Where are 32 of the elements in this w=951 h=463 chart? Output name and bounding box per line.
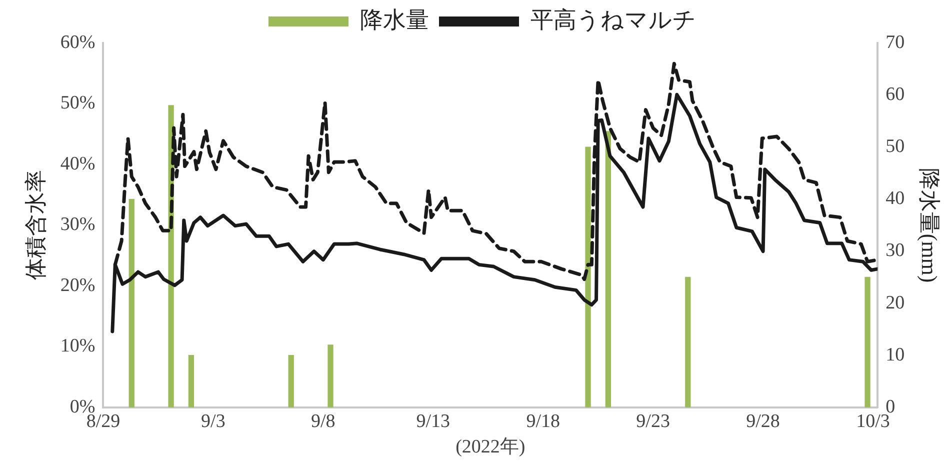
bar xyxy=(328,344,334,408)
y2-tick-label: 60 xyxy=(886,84,905,106)
y2-tick-label: 30 xyxy=(886,240,905,262)
y-tick-label: 40% xyxy=(60,153,96,174)
bar xyxy=(605,131,612,408)
bar xyxy=(288,355,294,408)
bar xyxy=(864,276,870,408)
y-axis-title: 体積含水率 xyxy=(22,170,48,280)
bar xyxy=(188,355,194,408)
bar xyxy=(585,146,591,408)
x-tick-label: 9/13 xyxy=(416,410,450,432)
bar xyxy=(128,198,134,408)
y-tick-label: 30% xyxy=(60,214,96,236)
y2-tick-label: 70 xyxy=(886,32,905,53)
y2-tick-label: 10 xyxy=(886,344,905,366)
legend-label: 平高うねマルチ xyxy=(530,8,696,33)
x-tick-label: 9/23 xyxy=(636,410,670,432)
y-tick-label: 50% xyxy=(60,92,96,114)
bar xyxy=(685,276,691,408)
x-tick-label: 9/3 xyxy=(201,410,226,432)
y2-tick-label: 50 xyxy=(886,136,905,158)
x-axis-title: (2022年) xyxy=(456,436,526,458)
x-tick-label: 9/8 xyxy=(311,410,336,432)
y2-tick-label: 40 xyxy=(886,188,905,210)
y2-axis-title: 降水量(mm) xyxy=(917,168,942,283)
x-tick-label: 9/18 xyxy=(526,410,560,432)
y-tick-label: 60% xyxy=(60,32,96,53)
y2-tick-label: 20 xyxy=(886,292,905,314)
y-tick-label: 10% xyxy=(60,336,96,357)
y-tick-label: 20% xyxy=(60,274,96,296)
x-tick-label: 9/28 xyxy=(746,410,780,432)
legend-label: 降水量 xyxy=(360,8,429,33)
